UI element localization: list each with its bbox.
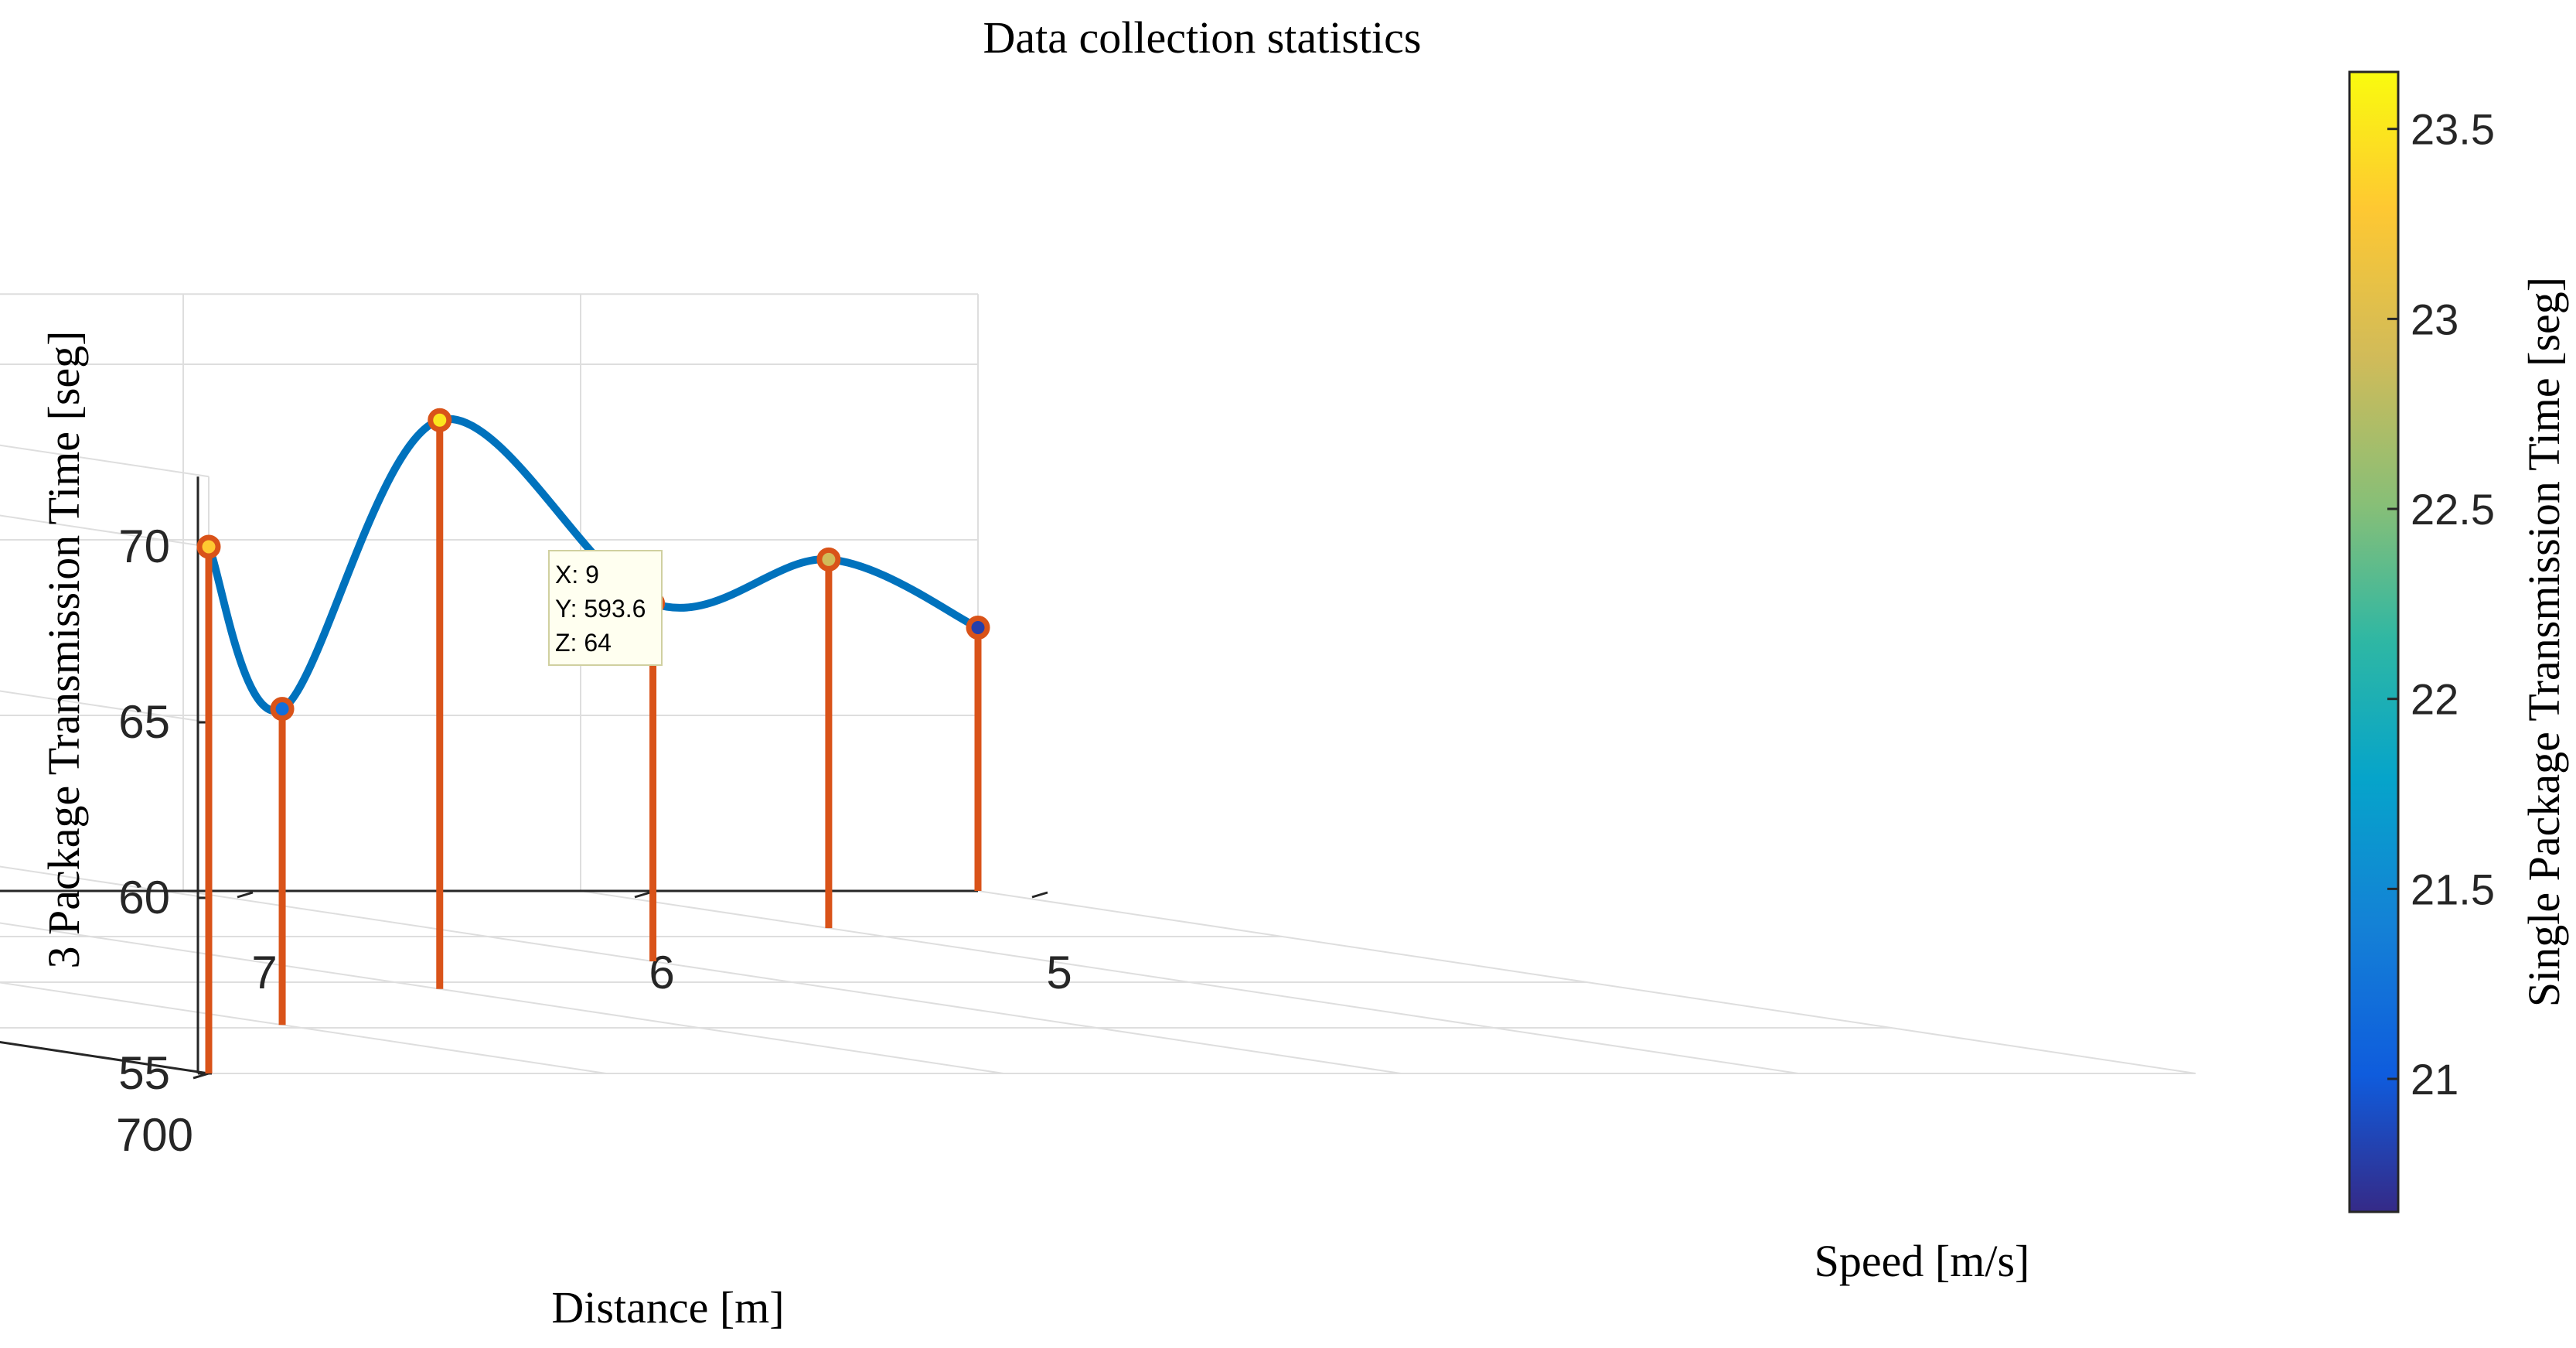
wall-grid-line	[0, 539, 978, 723]
colorbar-ticks: 21 21.5 22 22.5 23 23.5	[2387, 105, 2495, 1104]
datatip[interactable]: X: 9 Y: 593.6 Z: 64	[548, 550, 663, 666]
stem-marker[interactable]	[816, 547, 841, 572]
colorbar-label: Single Package Transmission Time [seg]	[2519, 277, 2569, 1007]
axis-ticks: 300400500600700567891055606570	[116, 520, 1072, 1161]
z-axis-label: 3 Package Transmission Time [seg]	[39, 331, 89, 969]
stems-layer	[196, 408, 990, 1073]
y-axis-label: Distance [m]	[551, 1282, 784, 1333]
z-tick-label: 60	[118, 872, 170, 923]
colorbar-tick-label: 21.5	[2411, 865, 2495, 913]
z-tick-label: 70	[118, 520, 170, 572]
stem-marker[interactable]	[196, 534, 221, 559]
distance-tick-label: 700	[116, 1109, 193, 1161]
x-axis-label: Speed [m/s]	[1814, 1236, 2030, 1286]
datatip-y: Y: 593.6	[555, 595, 646, 623]
axes-grid	[0, 293, 2196, 1074]
colorbar-tick-label: 23.5	[2411, 105, 2495, 154]
distance-axis-line	[0, 1041, 210, 1075]
speed-tick-label: 5	[1046, 947, 1072, 998]
speed-tick	[237, 891, 254, 899]
colorbar: 21 21.5 22 22.5 23 23.5 Single Package Transm…	[2348, 70, 2569, 1213]
datatip-box	[548, 550, 663, 666]
colorbar-tick-label: 22.5	[2411, 485, 2495, 534]
datatip-x: X: 9	[555, 561, 599, 589]
floor-grid-line	[0, 981, 607, 1074]
speed-tick	[634, 891, 651, 899]
stem-marker[interactable]	[428, 408, 452, 432]
speed-tick	[1031, 891, 1048, 899]
stem-marker[interactable]	[966, 616, 990, 640]
wall-grid-line	[0, 715, 978, 899]
z-tick-label: 65	[118, 696, 170, 748]
wall-grid-line	[0, 363, 978, 548]
z-tick-label: 55	[118, 1047, 170, 1099]
speed-tick-label: 7	[251, 947, 277, 998]
colorbar-tick-label: 23	[2411, 295, 2458, 343]
colorbar-tick-label: 22	[2411, 675, 2458, 724]
datatip-z: Z: 64	[555, 629, 612, 657]
stem-marker[interactable]	[270, 697, 295, 722]
chart-title: Data collection statistics	[983, 12, 1422, 63]
wall-top-edge	[0, 293, 978, 478]
colorbar-gradient	[2348, 70, 2400, 1213]
colorbar-tick-label: 21	[2411, 1055, 2458, 1104]
